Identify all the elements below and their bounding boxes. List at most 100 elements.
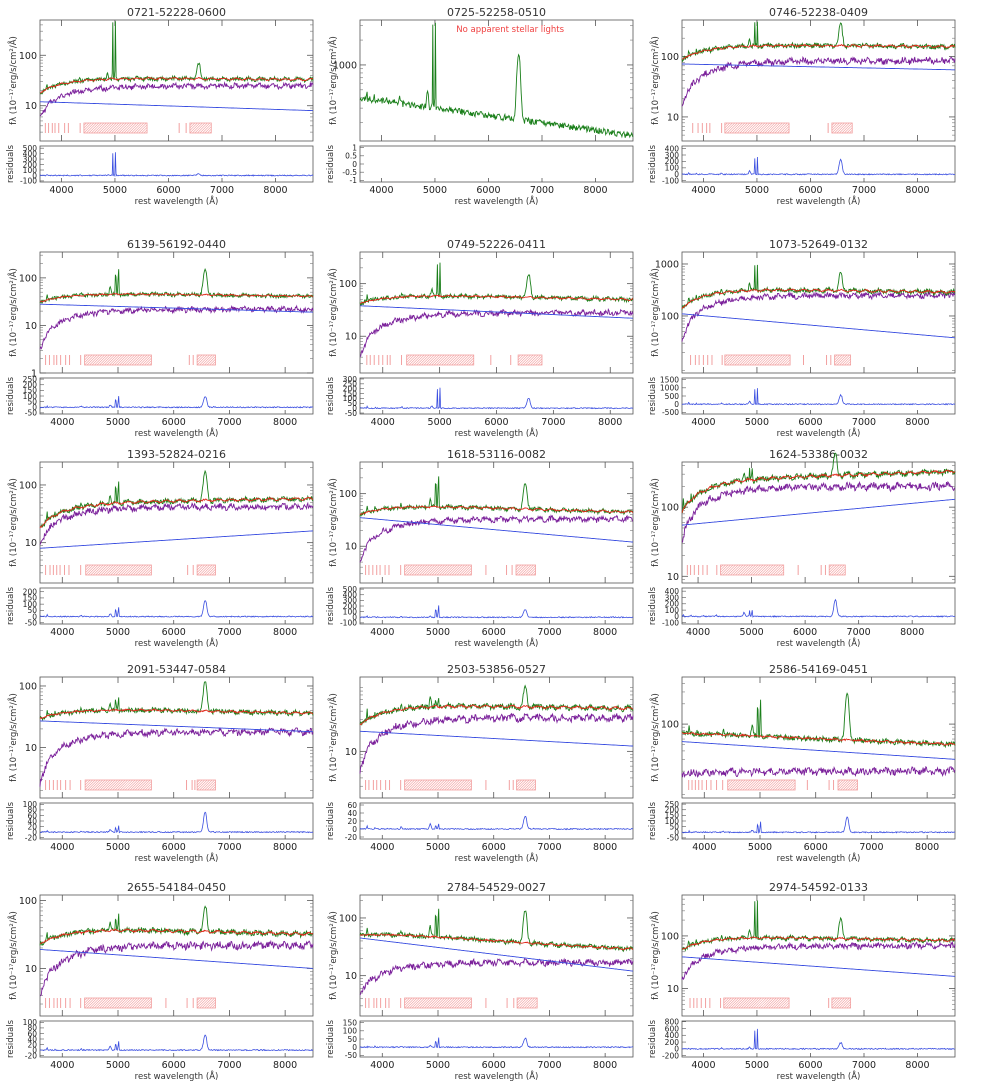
mask-window bbox=[831, 122, 853, 134]
mask-hatch bbox=[515, 564, 522, 571]
model-fit bbox=[359, 704, 634, 726]
x-tick-label: 7000 bbox=[541, 417, 565, 428]
x-tick-label: 4000 bbox=[686, 627, 710, 638]
host-galaxy-spectrum bbox=[359, 712, 634, 774]
mask-hatch bbox=[406, 354, 412, 361]
resid-tick-label: 300 bbox=[665, 593, 680, 602]
y-tick-label: 10 bbox=[25, 101, 37, 112]
mask-hatch bbox=[406, 779, 418, 791]
mask-hatch bbox=[84, 354, 90, 361]
mask-hatch bbox=[106, 354, 118, 366]
resid-tick-label: 200 bbox=[23, 381, 38, 390]
mask-hatch bbox=[119, 779, 131, 791]
mask-hatch bbox=[767, 779, 778, 791]
mask-hatch bbox=[107, 564, 119, 576]
x-tick-label: 8000 bbox=[598, 417, 622, 428]
mask-hatch bbox=[787, 361, 791, 366]
mask-hatch bbox=[753, 997, 764, 1009]
resid-tick-label: 200 bbox=[343, 602, 358, 611]
mask-hatch bbox=[727, 779, 738, 791]
mask-hatch bbox=[464, 567, 472, 576]
mask-hatch bbox=[828, 564, 832, 568]
mask-hatch bbox=[196, 564, 200, 568]
panel-1618-53116-0082: 1618-53116-0082 fλ (10⁻¹⁷erg/s/cm²/Å) 10 10… bbox=[326, 448, 634, 649]
y-tick-label: 100 bbox=[661, 720, 679, 731]
mask-hatch bbox=[732, 779, 743, 791]
mask-hatch bbox=[744, 122, 756, 134]
mask-hatch bbox=[516, 779, 525, 788]
mask-hatch bbox=[828, 564, 837, 573]
resid-tick-label: 80 bbox=[27, 1024, 37, 1033]
power-law-continuum bbox=[40, 303, 313, 313]
power-law-continuum bbox=[682, 498, 955, 526]
mask-hatch bbox=[94, 779, 106, 791]
mask-hatch bbox=[737, 564, 749, 576]
resid-tick-label: -50 bbox=[25, 409, 37, 418]
mask-hatch bbox=[729, 779, 741, 791]
mask-hatch bbox=[724, 354, 731, 361]
mask-hatch bbox=[136, 354, 148, 366]
mask-hatch bbox=[751, 997, 762, 1009]
x-axis-label: rest wavelength (Å) bbox=[135, 427, 219, 439]
mask-hatch bbox=[89, 354, 100, 366]
mask-hatch bbox=[739, 122, 751, 134]
panel-title: 0749-52226-0411 bbox=[447, 238, 546, 251]
mask-hatch bbox=[96, 122, 107, 134]
mask-hatch bbox=[850, 782, 858, 791]
mask-hatch bbox=[767, 564, 779, 576]
mask-hatch bbox=[531, 785, 536, 791]
x-tick-label: 4000 bbox=[371, 417, 395, 428]
mask-hatch bbox=[725, 564, 736, 576]
mask-hatch bbox=[139, 997, 150, 1009]
mask-hatch bbox=[531, 1002, 538, 1009]
resid-tick-label: 0 bbox=[352, 613, 357, 622]
resid-tick-label: 250 bbox=[665, 800, 680, 809]
mask-hatch bbox=[517, 354, 524, 361]
mask-hatch bbox=[144, 783, 152, 791]
mask-hatch bbox=[411, 997, 423, 1009]
y-tick-label: 1000 bbox=[333, 60, 357, 71]
mask-hatch bbox=[84, 779, 88, 783]
x-axis-label: rest wavelength (Å) bbox=[455, 195, 539, 207]
mask-hatch bbox=[211, 361, 216, 366]
mask-hatch bbox=[754, 354, 766, 366]
y-tick-label: 10 bbox=[345, 747, 357, 758]
mask-hatch bbox=[419, 997, 430, 1009]
mask-hatch bbox=[197, 122, 208, 134]
x-tick-label: 6000 bbox=[804, 842, 828, 853]
x-tick-label: 8000 bbox=[273, 842, 297, 853]
mask-hatch bbox=[837, 779, 844, 786]
mask-window bbox=[196, 779, 216, 791]
resid-tick-label: 0 bbox=[32, 171, 37, 180]
panel-2655-54184-0450: 2655-54184-0450 fλ (10⁻¹⁷erg/s/cm²/Å) 10 10… bbox=[6, 881, 314, 1082]
mask-hatch bbox=[426, 354, 437, 366]
mask-hatch bbox=[428, 354, 440, 366]
mask-hatch bbox=[196, 354, 200, 358]
x-tick-label: 5000 bbox=[739, 627, 763, 638]
mask-hatch bbox=[517, 354, 521, 358]
x-axis-label: rest wavelength (Å) bbox=[135, 1070, 219, 1082]
mask-hatch bbox=[111, 354, 123, 366]
y-axis-label: fλ (10⁻¹⁷erg/s/cm²/Å) bbox=[327, 36, 339, 125]
mask-hatch bbox=[831, 997, 835, 1001]
mask-hatch bbox=[515, 564, 524, 573]
x-tick-label: 4000 bbox=[370, 842, 394, 853]
mask-hatch bbox=[732, 122, 743, 134]
resid-axis-label: residuals bbox=[648, 376, 658, 415]
main-frame bbox=[39, 461, 314, 584]
observed-spectrum bbox=[681, 900, 956, 952]
mask-hatch bbox=[744, 354, 756, 366]
mask-hatch bbox=[526, 780, 536, 791]
mask-hatch bbox=[841, 122, 853, 134]
mask-hatch bbox=[214, 573, 216, 576]
resid-axis-label: residuals bbox=[648, 144, 658, 183]
resid-tick-label: 400 bbox=[343, 591, 358, 600]
resid-tick-label: 100 bbox=[23, 800, 38, 809]
host-galaxy-spectrum bbox=[681, 765, 956, 778]
resid-tick-label: 50 bbox=[27, 397, 37, 406]
y-axis-label: fλ (10⁻¹⁷erg/s/cm²/Å) bbox=[7, 911, 19, 1000]
residual-frame bbox=[681, 1020, 956, 1058]
mask-hatch bbox=[201, 354, 213, 366]
mask-hatch bbox=[141, 355, 152, 366]
mask-hatch bbox=[127, 779, 138, 791]
